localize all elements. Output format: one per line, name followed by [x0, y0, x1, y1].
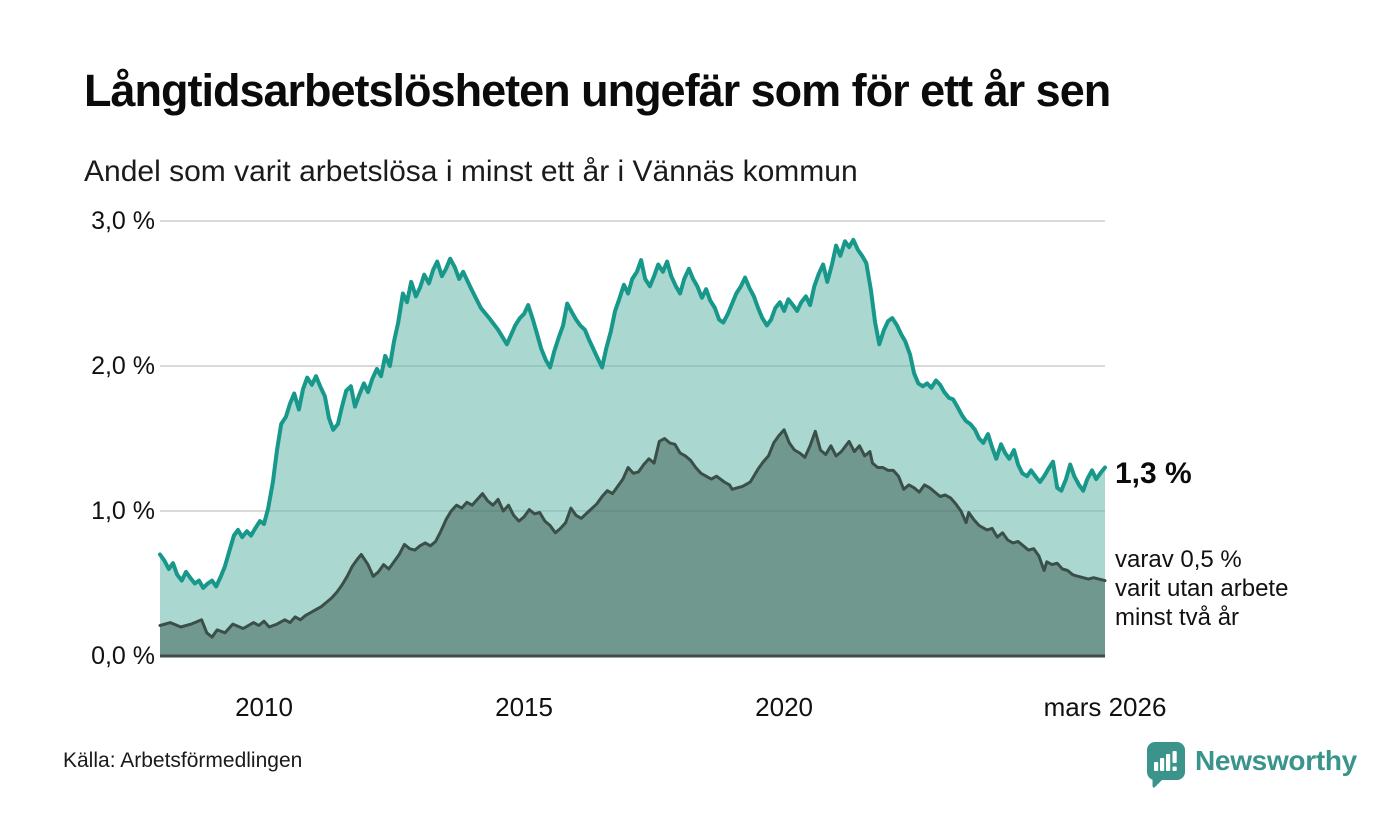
page-title: Långtidsarbetslösheten ungefär som för e…: [84, 65, 1111, 116]
breakdown-line-3: minst två år: [1115, 604, 1240, 631]
x-tick-label: 2010: [235, 692, 293, 722]
brand-wordmark: Newsworthy: [1195, 745, 1357, 776]
y-tick-label: 2,0 %: [91, 352, 155, 380]
line-series-2: [158, 428, 1107, 639]
brand-logo[interactable]: Newsworthy: [1146, 741, 1357, 789]
x-tick-label: mars 2026: [1043, 692, 1167, 722]
area-series-1: [160, 239, 1105, 656]
x-tick-label: 2015: [495, 692, 553, 722]
breakdown-line-2: varit utan arbete: [1115, 575, 1289, 602]
chart-subtitle: Andel som varit arbetslösa i minst ett å…: [84, 155, 858, 188]
source-attribution: Källa: Arbetsförmedlingen: [63, 749, 303, 772]
y-tick-label: 1,0 %: [91, 497, 155, 525]
line-series-1: [158, 237, 1107, 590]
latest-value-label: 1,3 %: [1115, 457, 1192, 490]
area-series-2: [160, 429, 1105, 656]
x-tick-label: 2020: [755, 692, 814, 722]
y-tick-label: 0,0 %: [91, 642, 155, 670]
breakdown-line-1: varav 0,5 %: [1115, 546, 1242, 573]
breakdown-annotation: varav 0,5 % varit utan arbete minst två …: [1115, 545, 1288, 632]
y-tick-label: 3,0 %: [91, 207, 155, 235]
newsworthy-speech-bubble-bar-chart-icon: [1146, 742, 1185, 788]
